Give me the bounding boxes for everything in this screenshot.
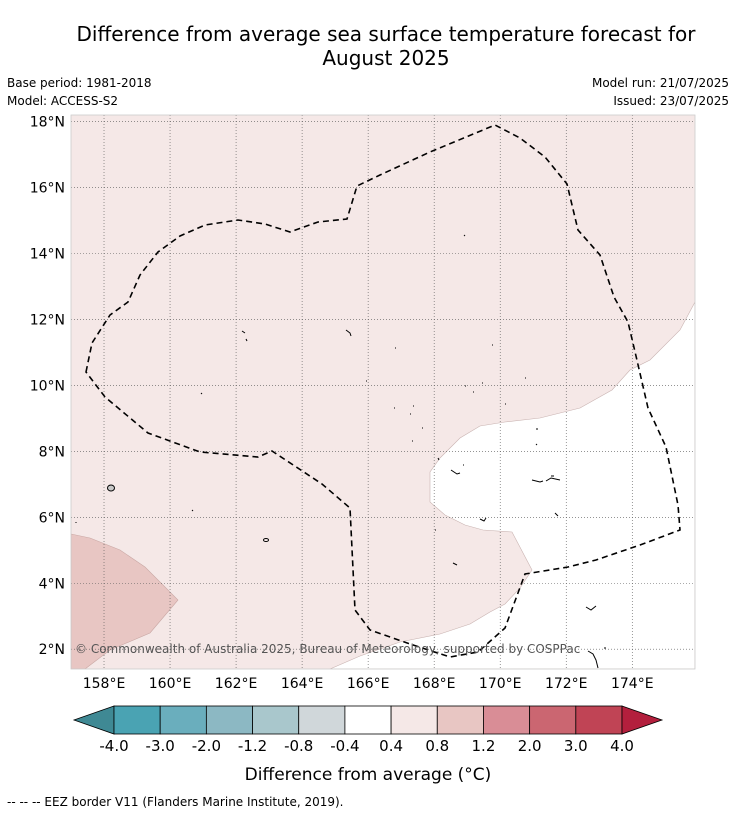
colorbar-title: Difference from average (°C) [245,765,492,785]
colorbar-segment [344,705,392,735]
map-plot-area: © Commonwealth of Australia 2025, Bureau… [71,115,695,669]
anomaly-band-0.8-1.2 [71,533,179,669]
lon-tick-label: 166°E [347,676,390,692]
lat-tick-label: 18°N [30,115,65,131]
colorbar-tick-label: 2.0 [518,737,542,755]
lat-tick-label: 16°N [30,181,65,197]
longitude-labels: 158°E 160°E 162°E 164°E 166°E 168°E 170°E 172°E… [83,676,654,692]
colorbar-extend-low [72,705,115,735]
lon-tick-label: 170°E [479,676,522,692]
colorbar-segment [529,705,577,735]
colorbar-segment [390,705,438,735]
base-period: Base period: 1981-2018 [7,76,152,90]
lat-tick-label: 12°N [30,312,65,328]
anomaly-band-neutral [329,301,695,669]
colorbar-segment [159,705,207,735]
colorbar-tick-label: -0.4 [330,737,359,755]
lon-tick-label: 162°E [215,676,258,692]
lon-tick-label: 160°E [149,676,192,692]
map-gridlines [71,115,695,669]
colorbar-segment [113,705,161,735]
colorbar-tick-label: -2.0 [192,737,221,755]
issued-date: Issued: 23/07/2025 [613,94,729,108]
colorbar-segment [575,705,623,735]
lon-tick-label: 174°E [611,676,654,692]
page-title: Difference from average sea surface temp… [40,22,732,70]
lon-tick-label: 164°E [281,676,324,692]
colorbar-tick-label: 0.8 [425,737,449,755]
lon-tick-label: 158°E [83,676,126,692]
lat-tick-label: 8°N [39,444,65,460]
model-name: Model: ACCESS-S2 [7,94,119,108]
islands [75,234,606,669]
eez-border [85,124,681,658]
colorbar-tick-label: 3.0 [564,737,588,755]
colorbar-segment [252,705,300,735]
colorbar-tick-label: 1.2 [472,737,496,755]
lat-tick-label: 14°N [30,247,65,263]
title-line-2: August 2025 [322,46,450,70]
lat-tick-label: 2°N [39,642,65,658]
lon-tick-label: 168°E [413,676,456,692]
meta-left: Base period: 1981-2018 Model: ACCESS-S2 [7,74,152,110]
model-run: Model run: 21/07/2025 [591,76,729,90]
meta-right: Model run: 21/07/2025 Issued: 23/07/2025 [592,74,729,110]
colorbar-segment [205,705,253,735]
colorbar-tick-label: 4.0 [610,737,634,755]
lat-tick-label: 6°N [39,510,65,526]
colorbar-tick-label: 0.4 [379,737,403,755]
map-frame [70,114,696,670]
colorbar-segment [483,705,531,735]
eez-footnote: -- -- -- EEZ border V11 (Flanders Marine… [7,795,344,809]
title-line-1: Difference from average sea surface temp… [76,22,696,46]
colorbar-tick-label: -4.0 [99,737,128,755]
colorbar-tick-label: -1.2 [238,737,267,755]
colorbar-tick-label: -0.8 [284,737,313,755]
copyright-notice: © Commonwealth of Australia 2025, Bureau… [75,642,580,656]
lat-tick-label: 10°N [30,378,65,394]
colorbar-segment [298,705,346,735]
lat-tick-label: 4°N [39,576,65,592]
colorbar-segment [436,705,484,735]
lon-tick-label: 172°E [545,676,588,692]
colorbar-extend-high [621,705,664,735]
colorbar: -4.0 -3.0 -2.0 -1.2 -0.8 -0.4 0.4 0.8 1.2 2.0 3.0 4… [72,705,664,755]
latitude-labels: 18°N 16°N 14°N 12°N 10°N 8°N 6°N 4°N 2°N [30,115,65,659]
colorbar-tick-label: -3.0 [146,737,175,755]
